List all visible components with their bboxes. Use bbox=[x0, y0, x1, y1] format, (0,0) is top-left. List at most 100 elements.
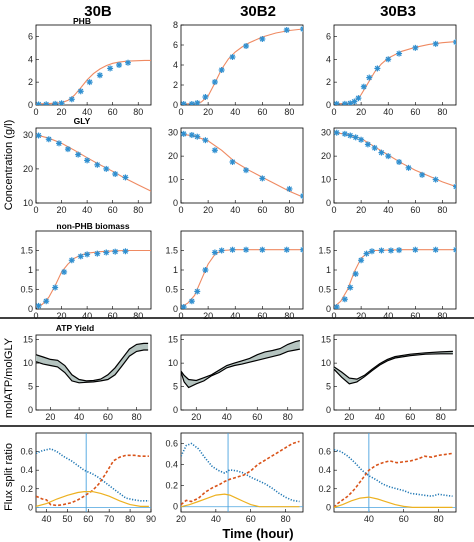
marker-stroke bbox=[36, 303, 42, 309]
marker-stroke bbox=[125, 60, 131, 66]
data-point-marker bbox=[341, 296, 348, 303]
x-tick-label: 80 bbox=[437, 311, 447, 321]
flux-series-red bbox=[334, 452, 453, 508]
marker-stroke bbox=[284, 247, 290, 253]
plot-frame bbox=[333, 334, 457, 411]
plot-area bbox=[181, 246, 303, 309]
data-point-marker bbox=[371, 144, 378, 151]
marker-stroke bbox=[112, 249, 118, 255]
y-tick-label: 1 bbox=[173, 265, 178, 275]
column-title-30b3: 30B3 bbox=[380, 3, 416, 20]
data-point-marker bbox=[86, 79, 93, 86]
data-point-marker bbox=[419, 171, 426, 178]
data-point-marker bbox=[387, 247, 394, 254]
data-point-marker bbox=[77, 253, 84, 260]
marker-stroke bbox=[202, 267, 209, 273]
x-tick-label: 60 bbox=[108, 107, 118, 117]
y-tick-label: 20 bbox=[168, 151, 178, 161]
data-point-marker bbox=[396, 247, 403, 254]
x-tick-label: 40 bbox=[383, 205, 393, 215]
x-tick-label: 40 bbox=[222, 412, 232, 422]
chart-panel-flux_30b: 40 50 60 70 80 90 0 0.2 0.4 0.6 bbox=[20, 432, 156, 524]
marker-stroke bbox=[69, 96, 75, 102]
marker-stroke bbox=[212, 147, 218, 153]
marker-stroke bbox=[334, 101, 340, 105]
y-tick-label: 15 bbox=[168, 335, 178, 345]
x-tick-label: 0 bbox=[331, 107, 336, 117]
marker-stroke bbox=[61, 269, 67, 275]
data-point-marker bbox=[36, 132, 42, 139]
fit-line bbox=[36, 134, 151, 192]
data-point-marker bbox=[36, 302, 42, 309]
data-point-marker bbox=[385, 56, 392, 63]
chart-panel-biomass_30b2: 0 20 40 60 80 0 0.5 1 1.5 bbox=[165, 230, 304, 321]
marker-stroke bbox=[116, 62, 122, 68]
data-point-marker bbox=[122, 174, 129, 181]
y-tick-label: 0 bbox=[173, 304, 178, 314]
y-tick-label: 0.5 bbox=[165, 285, 178, 295]
marker-stroke bbox=[181, 101, 187, 105]
marker-stroke bbox=[378, 247, 385, 254]
marker-stroke bbox=[396, 159, 402, 165]
marker-stroke bbox=[419, 172, 425, 178]
x-tick-label: 60 bbox=[83, 514, 93, 524]
x-tick-label: 60 bbox=[108, 311, 118, 321]
x-tick-label: 0 bbox=[33, 311, 38, 321]
data-point-marker bbox=[61, 268, 68, 275]
x-tick-label: 0 bbox=[331, 311, 336, 321]
data-point-marker bbox=[181, 304, 187, 309]
data-point-marker bbox=[334, 304, 340, 309]
column-title-30b: 30B bbox=[84, 3, 112, 20]
chart-panel-gly_30b2: 0 20 40 60 80 0 10 20 30 bbox=[168, 127, 304, 215]
y-tick-label: 20 bbox=[321, 151, 331, 161]
x-tick-label: 20 bbox=[203, 205, 213, 215]
data-point-marker bbox=[355, 95, 362, 102]
y-tick-label: 0 bbox=[326, 405, 331, 415]
x-tick-label: 80 bbox=[284, 205, 294, 215]
x-tick-label: 40 bbox=[41, 514, 51, 524]
x-tick-label: 90 bbox=[146, 514, 156, 524]
data-point-marker bbox=[194, 133, 201, 140]
x-tick-label: 20 bbox=[344, 412, 354, 422]
y-tick-label: 0 bbox=[173, 502, 178, 512]
plot-frame bbox=[180, 24, 304, 106]
x-tick-label: 20 bbox=[203, 311, 213, 321]
data-point-marker bbox=[56, 140, 62, 147]
data-point-marker bbox=[334, 129, 340, 136]
flux-series-red bbox=[36, 454, 149, 507]
x-tick-label: 60 bbox=[410, 311, 420, 321]
marker-stroke bbox=[212, 249, 218, 256]
atp-yield-upper-line bbox=[181, 340, 301, 382]
y-tick-label: 1.5 bbox=[165, 246, 178, 256]
x-tick-label: 40 bbox=[230, 107, 240, 117]
x-tick-label: 20 bbox=[356, 311, 366, 321]
y-tick-label: 0.4 bbox=[20, 465, 33, 475]
y-tick-label: 6 bbox=[28, 31, 33, 41]
marker-stroke bbox=[37, 101, 42, 105]
data-point-marker bbox=[300, 26, 303, 32]
x-tick-label: 80 bbox=[434, 514, 444, 524]
marker-stroke bbox=[453, 248, 456, 253]
data-point-marker bbox=[453, 39, 456, 46]
plot-area bbox=[36, 342, 149, 384]
x-tick-label: 20 bbox=[57, 311, 67, 321]
atp-yield-upper-line bbox=[36, 342, 149, 382]
data-point-marker bbox=[341, 130, 348, 137]
data-point-marker bbox=[218, 247, 225, 254]
y-tick-label: 15 bbox=[23, 335, 33, 345]
marker-stroke bbox=[103, 166, 109, 172]
data-point-marker bbox=[396, 50, 403, 57]
chart-panel-flux_30b3: 40 60 80 0 0.2 0.4 0.6 bbox=[318, 432, 457, 524]
marker-stroke bbox=[361, 84, 367, 90]
x-tick-label: 20 bbox=[57, 107, 67, 117]
panel-title-gly: GLY bbox=[74, 116, 91, 126]
data-point-marker bbox=[300, 192, 303, 199]
y-axis-label-concentration: Concentration (g/l) bbox=[3, 120, 15, 211]
plot-frame bbox=[333, 24, 457, 106]
x-tick-label: 20 bbox=[57, 205, 67, 215]
x-tick-label: 80 bbox=[133, 107, 143, 117]
panel-title-biomass: non-PHB biomass bbox=[56, 221, 129, 231]
marker-stroke bbox=[342, 131, 348, 137]
marker-stroke bbox=[396, 50, 402, 57]
data-point-marker bbox=[103, 165, 110, 172]
